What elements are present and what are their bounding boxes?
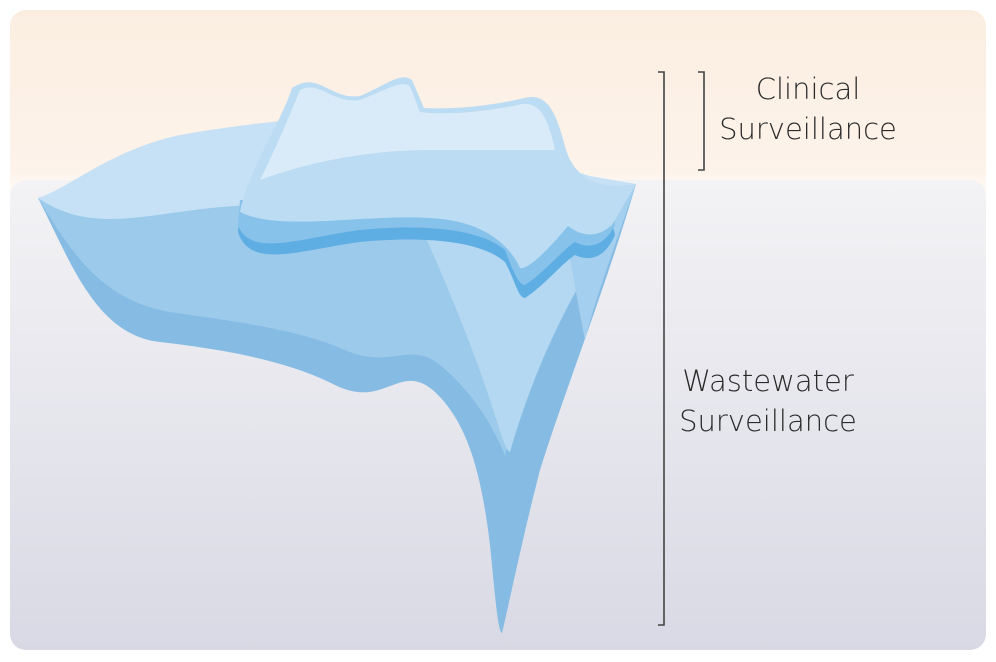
clinical-bracket (698, 71, 705, 171)
wastewater-label-line: Wastewater (682, 364, 854, 398)
clinical-label-line: Surveillance (719, 112, 897, 146)
iceberg-peak-highlight (260, 84, 555, 180)
clinical-label-line: Clinical (756, 72, 861, 106)
wastewater-label-line: Surveillance (679, 404, 857, 438)
wastewater-bracket (658, 71, 665, 626)
iceberg-facet (418, 215, 600, 452)
